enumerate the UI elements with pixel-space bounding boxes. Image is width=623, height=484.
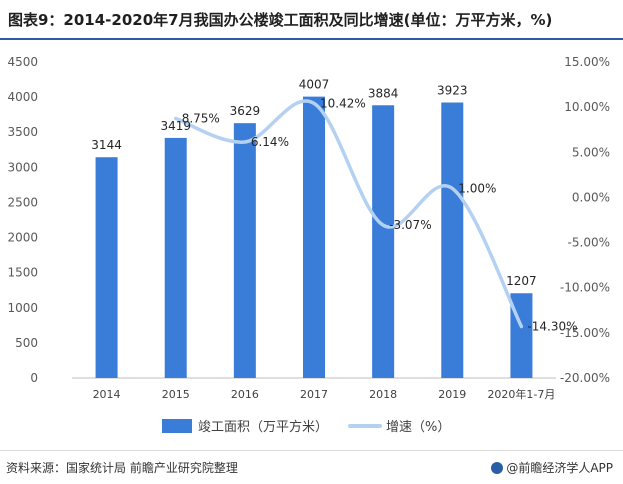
bar-value-label: 3419 xyxy=(160,119,191,133)
growth-line xyxy=(173,99,524,329)
bar xyxy=(441,102,464,378)
legend-bar-label: 竣工面积（万平方米） xyxy=(198,419,328,435)
x-tick-label: 2014 xyxy=(93,388,121,401)
chart-svg: 0 500 1000 1500 2000 2500 3000 3500 4000 4500 -20.… xyxy=(7,55,610,435)
bar-value-label: 3884 xyxy=(368,86,399,100)
y-left-tick-label: 1500 xyxy=(7,266,38,280)
y-left-tick-label: 4000 xyxy=(7,90,38,104)
x-tick-label: 2019 xyxy=(438,388,466,401)
line-value-label: 6.14% xyxy=(251,135,289,149)
source-note: 资料来源：国家统计局 前瞻产业研究院整理 xyxy=(6,461,238,475)
brand-logo-icon xyxy=(491,462,504,474)
legend-bar-swatch xyxy=(162,419,192,433)
bar-value-label: 3629 xyxy=(230,104,261,118)
line-value-label: -3.07% xyxy=(389,218,431,232)
y-right-tick-label: -20.00% xyxy=(560,371,610,385)
line-value-label: 10.42% xyxy=(320,96,366,110)
y-left-tick-label: 3500 xyxy=(7,125,38,139)
line-value-label: -14.30% xyxy=(527,320,577,334)
bar xyxy=(164,137,187,378)
x-tick-label: 2017 xyxy=(300,388,328,401)
line-value-label: 1.00% xyxy=(458,181,496,195)
y-left-tick-label: 2500 xyxy=(7,195,38,209)
bar xyxy=(233,123,256,378)
bar-value-label: 4007 xyxy=(299,78,330,92)
y-left-tick-label: 1000 xyxy=(7,301,38,315)
line-value-label: 8.75% xyxy=(182,111,220,125)
y-left-tick-label: 3000 xyxy=(7,160,38,174)
x-tick-label: 2020年1-7月 xyxy=(487,387,555,401)
y-left-tick-label: 0 xyxy=(30,371,38,385)
x-tick-label: 2016 xyxy=(231,388,259,401)
y-right-tick-label: -15.00% xyxy=(560,326,610,340)
y-left-tick-label: 4500 xyxy=(7,55,38,69)
bar-value-label: 1207 xyxy=(506,274,537,288)
x-tick-label: 2018 xyxy=(369,388,397,401)
y-left-tick-label: 2000 xyxy=(7,231,38,245)
y-right-tick-label: 5.00% xyxy=(572,145,610,159)
y-right-tick-label: 10.00% xyxy=(564,100,610,114)
y-right-tick-label: -10.00% xyxy=(560,281,610,295)
bar-value-label: 3923 xyxy=(437,84,468,98)
brand-text: @前瞻经济学人APP xyxy=(506,461,613,475)
y-right-tick-label: 15.00% xyxy=(564,55,610,69)
legend-line-label: 增速（%） xyxy=(386,420,450,435)
y-left-tick-label: 500 xyxy=(15,336,38,350)
y-right-tick-label: 0.00% xyxy=(572,190,610,204)
y-right-tick-label: -5.00% xyxy=(568,236,610,250)
brand-mark: @前瞻经济学人APP xyxy=(491,459,613,476)
x-tick-label: 2015 xyxy=(162,388,190,401)
bar xyxy=(95,157,118,378)
bar xyxy=(303,96,325,378)
bar xyxy=(372,105,395,378)
footer: 资料来源：国家统计局 前瞻产业研究院整理 @前瞻经济学人APP xyxy=(0,450,623,484)
chart-title: 图表9：2014-2020年7月我国办公楼竣工面积及同比增速(单位：万平方米，%… xyxy=(0,0,623,40)
bar-value-label: 3144 xyxy=(91,138,122,152)
